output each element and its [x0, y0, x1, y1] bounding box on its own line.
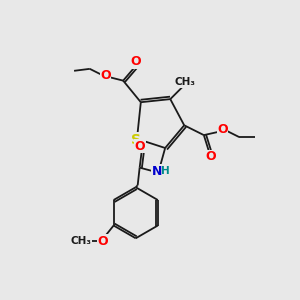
Text: CH₃: CH₃ [71, 236, 92, 246]
Text: N: N [152, 165, 163, 178]
Text: O: O [134, 140, 145, 152]
Text: O: O [130, 56, 141, 68]
Text: H: H [161, 166, 170, 176]
Text: CH₃: CH₃ [175, 77, 196, 87]
Text: O: O [98, 235, 108, 248]
Text: O: O [206, 150, 216, 163]
Text: O: O [217, 123, 228, 136]
Text: O: O [100, 69, 111, 82]
Text: S: S [131, 133, 141, 147]
